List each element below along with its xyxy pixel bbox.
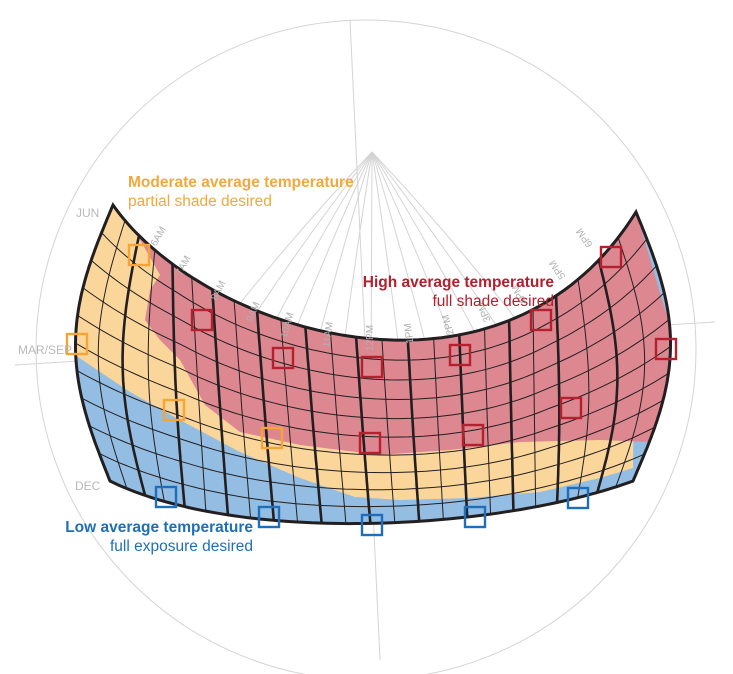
hour-line bbox=[211, 289, 230, 515]
high-temperature-subtitle: full shade desired bbox=[433, 293, 555, 310]
moderate-temperature-subtitle: partial shade desired bbox=[128, 193, 272, 210]
hour-line bbox=[596, 259, 619, 493]
high-temperature-marker bbox=[190, 308, 214, 332]
low-temperature-marker bbox=[566, 486, 590, 510]
dec-label: DEC bbox=[75, 479, 101, 493]
low-temperature-marker bbox=[463, 505, 487, 529]
high-temperature-marker bbox=[448, 343, 472, 367]
sun-path-band-outline bbox=[74, 202, 672, 526]
hour-line bbox=[171, 264, 186, 507]
hour-label: 6PM bbox=[574, 226, 595, 249]
hour-line bbox=[255, 310, 276, 521]
hour-line bbox=[354, 337, 372, 524]
temperature-regions bbox=[75, 205, 671, 524]
half-hour-line bbox=[147, 250, 165, 502]
hour-label: 7AM bbox=[174, 254, 193, 277]
half-hour-line bbox=[233, 300, 252, 519]
hour-label: 11AM bbox=[321, 321, 335, 348]
high-temperature-marker bbox=[559, 396, 583, 420]
hour-line bbox=[554, 295, 561, 503]
half-hour-line bbox=[97, 220, 128, 489]
hour-label: 12PM bbox=[365, 325, 376, 351]
high-temperature-marker bbox=[271, 346, 295, 370]
hour-line bbox=[304, 326, 323, 524]
moderate-temperature-title: Moderate average temperature bbox=[128, 174, 354, 191]
hour-label: 6AM bbox=[149, 225, 169, 248]
mar-sep-label: MAR/SEP bbox=[18, 343, 72, 357]
high-temperature-marker bbox=[461, 423, 485, 447]
moderate-temperature-marker bbox=[65, 332, 89, 356]
high-temperature-title: High average temperature bbox=[363, 274, 555, 291]
half-hour-line bbox=[191, 277, 207, 512]
half-hour-line bbox=[577, 279, 590, 498]
low-temperature-subtitle: full exposure desired bbox=[110, 538, 253, 555]
jun-label: JUN bbox=[76, 206, 99, 220]
hour-line bbox=[507, 320, 515, 511]
sun-path-grid bbox=[75, 220, 671, 524]
hour-label: 1PM bbox=[403, 322, 417, 344]
half-hour-line bbox=[484, 328, 492, 515]
low-temperature-marker bbox=[154, 485, 178, 509]
half-hour-line bbox=[280, 319, 298, 523]
high-temperature-marker bbox=[599, 245, 623, 269]
sky-dome-circle bbox=[35, 19, 697, 674]
high-temperature-marker bbox=[654, 337, 678, 361]
half-hour-line bbox=[532, 309, 537, 507]
sample-markers bbox=[65, 243, 678, 537]
high-temperature-marker bbox=[360, 355, 384, 379]
hour-label: 2PM bbox=[440, 313, 456, 336]
hour-line bbox=[121, 235, 147, 496]
low-temperature-marker bbox=[257, 505, 281, 529]
moderate-temperature-marker bbox=[127, 243, 151, 267]
high-temperature-marker bbox=[358, 431, 382, 455]
low-temperature-marker bbox=[360, 513, 384, 537]
half-hour-line bbox=[330, 332, 347, 524]
half-hour-line bbox=[381, 339, 396, 523]
high-temperature-region bbox=[136, 212, 671, 455]
moderate-temperature-marker bbox=[162, 398, 186, 422]
hour-line bbox=[406, 340, 421, 522]
high-temperature-marker bbox=[529, 308, 553, 332]
half-hour-line bbox=[433, 338, 444, 520]
moderate-temperature-marker bbox=[260, 426, 284, 450]
low-temperature-title: Low average temperature bbox=[65, 519, 253, 536]
half-hour-line bbox=[615, 237, 646, 488]
